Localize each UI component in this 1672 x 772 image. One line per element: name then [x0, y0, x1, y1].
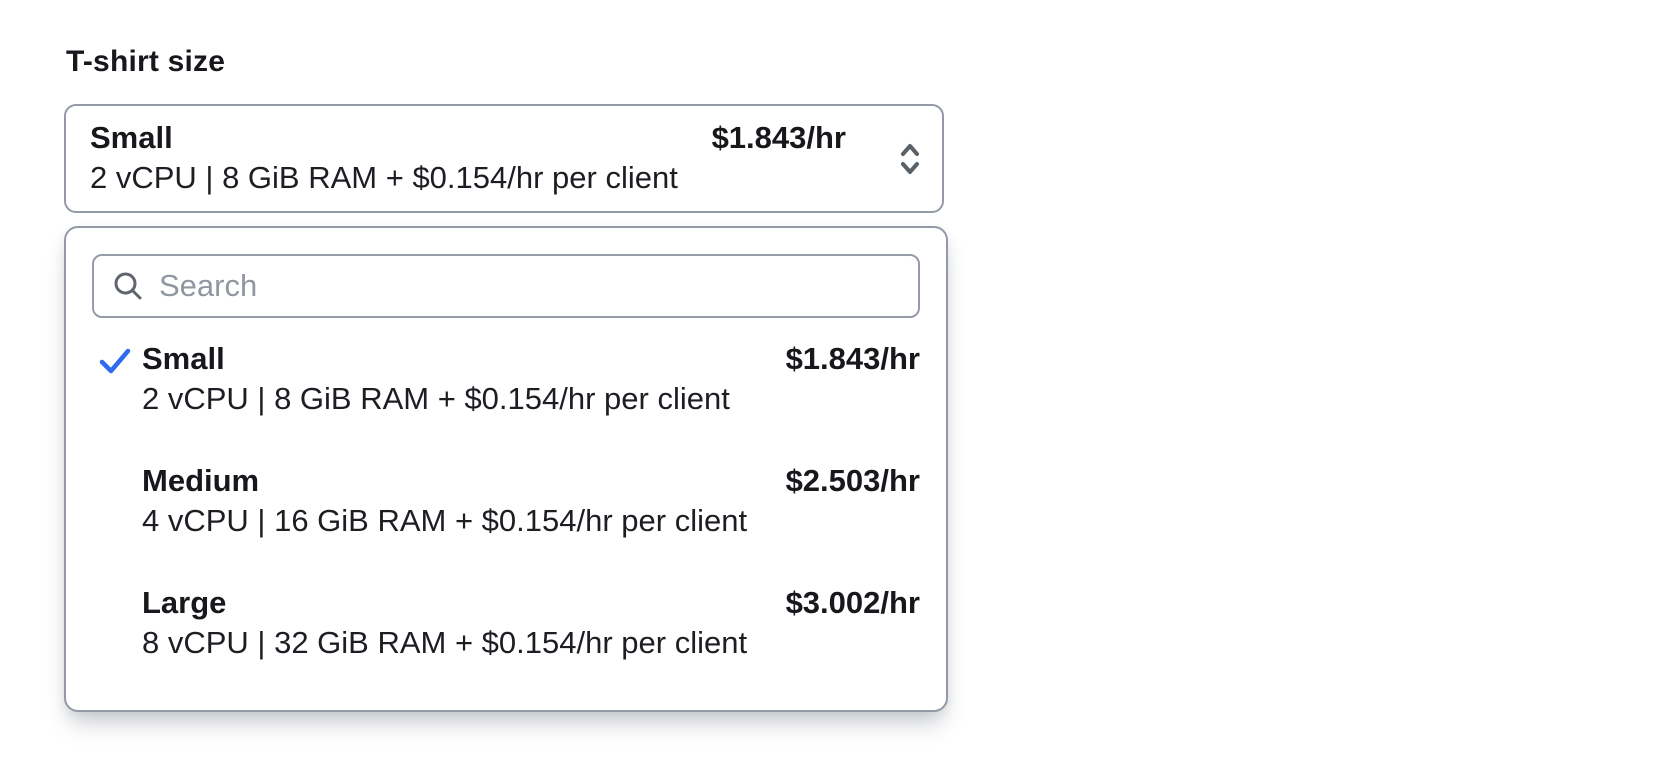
- option-price: $2.503/hr: [785, 463, 920, 498]
- search-input[interactable]: [159, 268, 900, 304]
- option-title: Small: [142, 341, 225, 376]
- option-price: $3.002/hr: [785, 585, 920, 620]
- option-price: $1.843/hr: [785, 341, 920, 376]
- trigger-selected-price: $1.843/hr: [711, 120, 846, 155]
- trigger-text: Small 2 vCPU | 8 GiB RAM + $0.154/hr per…: [90, 118, 678, 198]
- option-title: Large: [142, 585, 227, 620]
- option-large[interactable]: Large 8 vCPU | 32 GiB RAM + $0.154/hr pe…: [92, 562, 920, 684]
- tshirt-size-label: T-shirt size: [66, 45, 226, 78]
- check-icon: [92, 339, 142, 379]
- option-title: Medium: [142, 463, 260, 498]
- trigger-selected-subtitle: 2 vCPU | 8 GiB RAM + $0.154/hr per clien…: [90, 160, 678, 195]
- option-medium[interactable]: Medium 4 vCPU | 16 GiB RAM + $0.154/hr p…: [92, 440, 920, 562]
- options-list: Small 2 vCPU | 8 GiB RAM + $0.154/hr per…: [92, 318, 920, 684]
- size-select-trigger[interactable]: Small 2 vCPU | 8 GiB RAM + $0.154/hr per…: [64, 104, 944, 213]
- dropdown-search-box[interactable]: [92, 254, 920, 318]
- option-subtitle: 8 vCPU | 32 GiB RAM + $0.154/hr per clie…: [142, 625, 748, 660]
- size-select-dropdown: Small 2 vCPU | 8 GiB RAM + $0.154/hr per…: [64, 226, 948, 712]
- unfold-chevron-icon: [896, 138, 924, 180]
- tshirt-size-field: T-shirt size Small 2 vCPU | 8 GiB RAM + …: [0, 0, 948, 712]
- option-small[interactable]: Small 2 vCPU | 8 GiB RAM + $0.154/hr per…: [92, 318, 920, 440]
- option-subtitle: 2 vCPU | 8 GiB RAM + $0.154/hr per clien…: [142, 381, 730, 416]
- trigger-selected-title: Small: [90, 120, 173, 155]
- option-subtitle: 4 vCPU | 16 GiB RAM + $0.154/hr per clie…: [142, 503, 748, 538]
- search-icon: [112, 270, 144, 302]
